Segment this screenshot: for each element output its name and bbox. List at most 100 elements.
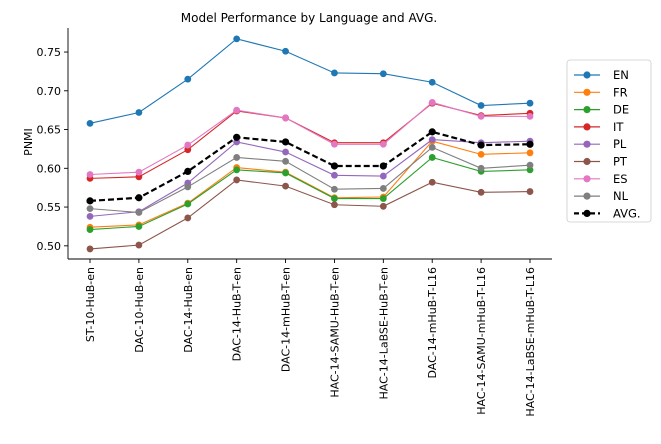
- data-point: [135, 173, 143, 181]
- data-point: [477, 164, 485, 172]
- legend-marker: [583, 88, 591, 96]
- data-point: [282, 169, 289, 177]
- data-point: [331, 171, 338, 179]
- data-point: [281, 138, 290, 146]
- data-point: [135, 168, 143, 176]
- series-line: [89, 130, 531, 202]
- data-point: [282, 157, 289, 165]
- data-point: [379, 162, 387, 170]
- series-line: [89, 179, 531, 250]
- data-point: [233, 106, 241, 114]
- y-ticks: 0.50 0.55 0.60 0.65 0.70 0.75: [37, 46, 68, 253]
- data-point: [477, 141, 485, 149]
- series-pl: [86, 136, 534, 220]
- data-point: [282, 148, 289, 156]
- legend-marker: [583, 71, 591, 79]
- series-line: [89, 140, 531, 228]
- legend-label: AVG.: [613, 206, 641, 220]
- x-tick-label: DAC-10-HuB-en: [133, 267, 146, 353]
- data-point: [477, 188, 485, 196]
- data-point: [86, 205, 94, 213]
- legend-marker: [583, 157, 591, 166]
- data-point: [184, 214, 192, 222]
- series-es: [86, 99, 534, 178]
- data-point: [184, 141, 192, 149]
- legend-marker: [583, 175, 591, 183]
- y-tick-label: 0.70: [37, 85, 62, 98]
- data-point: [233, 35, 241, 43]
- data-point: [379, 202, 387, 210]
- legend-label: ES: [613, 172, 628, 186]
- data-point: [428, 99, 436, 106]
- data-point: [86, 212, 94, 220]
- series-line: [89, 38, 531, 124]
- series-line: [89, 101, 530, 176]
- y-tick-label: 0.55: [37, 201, 62, 214]
- data-point: [86, 197, 94, 205]
- legend-marker: [583, 123, 591, 131]
- data-point: [135, 241, 143, 249]
- legend-label: FR: [613, 85, 628, 99]
- data-point: [135, 209, 143, 216]
- data-point: [282, 182, 289, 190]
- data-point: [184, 200, 192, 208]
- data-point: [86, 245, 94, 253]
- legend-items: EN FR DE IT PL PT ES NL AVG.: [574, 68, 641, 220]
- legend-label: EN: [613, 68, 629, 82]
- data-point: [135, 109, 143, 116]
- legend-label: NL: [613, 189, 629, 203]
- legend: EN FR DE IT PL PT ES NL AVG.: [566, 59, 652, 223]
- x-ticks: ST-10-HuB-en DAC-10-HuB-en DAC-14-HuB-en DA…: [84, 259, 537, 417]
- data-point: [184, 167, 192, 176]
- y-axis-label: PNMI: [22, 128, 35, 156]
- data-point: [282, 114, 289, 122]
- data-point: [379, 195, 387, 202]
- x-tick-label: ST-10-HuB-en: [84, 267, 97, 342]
- data-point: [428, 136, 436, 144]
- series-line: [89, 139, 531, 217]
- data-point: [331, 185, 338, 193]
- data-point: [233, 176, 241, 184]
- legend-label: DE: [613, 103, 629, 117]
- chart-title: Model Performance by Language and AVG.: [181, 11, 437, 25]
- data-point: [526, 161, 534, 169]
- y-tick-label: 0.50: [37, 240, 62, 253]
- series-pt: [86, 176, 534, 253]
- legend-frame: [566, 59, 652, 223]
- y-tick-label: 0.65: [37, 124, 62, 137]
- data-point: [379, 185, 387, 192]
- x-tick-label: HAC-14-LaBSE-HuB-T-en: [377, 267, 390, 400]
- data-point: [233, 133, 241, 141]
- data-point: [330, 162, 339, 170]
- data-point: [86, 171, 94, 178]
- data-point: [379, 70, 387, 78]
- data-point: [477, 112, 485, 120]
- data-point: [184, 146, 192, 154]
- data-point: [428, 128, 436, 136]
- x-tick-label: DAC-14-HuB-T-en: [231, 267, 244, 361]
- data-point: [477, 102, 485, 109]
- data-point: [428, 78, 436, 86]
- data-point: [282, 47, 289, 55]
- series-en: [86, 35, 534, 127]
- data-point: [86, 226, 94, 233]
- legend-marker: [583, 140, 591, 148]
- data-point: [135, 194, 143, 202]
- x-tick-label: DAC-14-mHuB-T-L16: [426, 267, 439, 379]
- y-tick-label: 0.75: [37, 46, 62, 59]
- data-point: [526, 188, 534, 195]
- data-point: [331, 69, 338, 77]
- data-point: [86, 119, 94, 127]
- series-line: [89, 146, 531, 214]
- x-tick-label: HAC-14-SAMU-mHuB-T-L16: [475, 267, 488, 415]
- legend-marker: [583, 209, 591, 217]
- y-tick-label: 0.60: [37, 162, 62, 175]
- data-point: [331, 201, 338, 209]
- data-point: [135, 223, 143, 230]
- data-point: [233, 154, 241, 161]
- data-point: [379, 140, 387, 148]
- x-tick-label: DAC-14-mHuB-T-en: [280, 267, 293, 372]
- data-point: [526, 140, 534, 148]
- data-point: [331, 140, 338, 148]
